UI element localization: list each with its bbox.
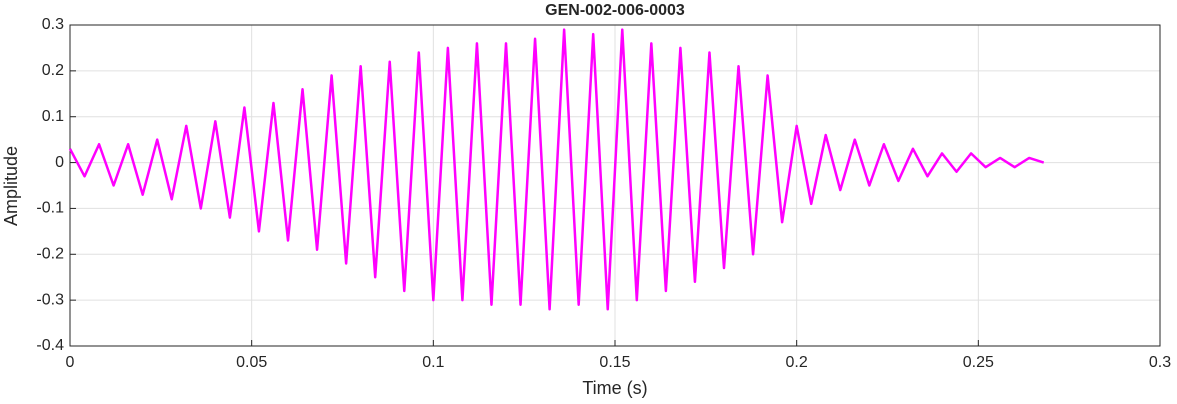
x-tick-label: 0.3 [1149,354,1171,371]
x-tick-label: 0 [66,354,75,371]
chart-title: GEN-002-006-0003 [545,2,685,19]
x-tick-label: 0.2 [786,354,808,371]
y-tick-label: -0.1 [36,200,64,217]
y-tick-label: 0.2 [42,62,64,79]
y-tick-label: 0.1 [42,108,64,125]
x-tick-label: 0.25 [963,354,994,371]
waveform-line [68,28,1045,311]
y-tick-label: -0.3 [36,291,64,308]
y-tick-label: 0.3 [42,16,64,33]
x-tick-label: 0.05 [236,354,267,371]
plot-frame [69,24,1161,347]
y-axis-label: Amplitude [1,146,21,226]
x-tick-label: 0.15 [599,354,630,371]
y-tick-label: -0.2 [36,246,64,263]
y-tick-label: -0.4 [36,337,64,354]
x-tick-label: 0.1 [422,354,444,371]
x-axis-label: Time (s) [582,378,647,398]
y-tick-label: 0 [55,154,64,171]
